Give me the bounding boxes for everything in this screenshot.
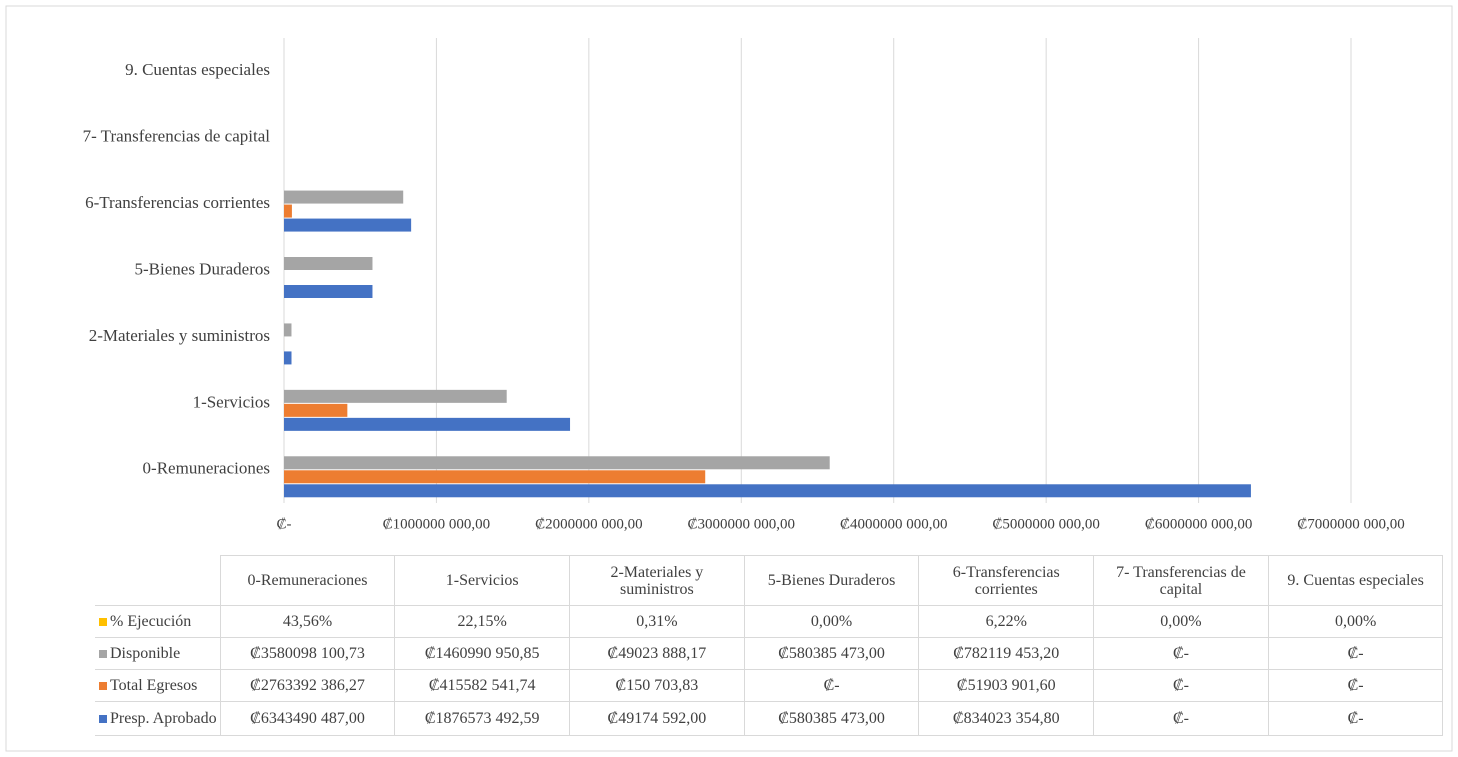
table-row: % Ejecución 43,56% 22,15% 0,31% 0,00% 6,22% 0,… xyxy=(95,605,1444,638)
table-cell: ₡3580098 100,73 xyxy=(219,637,396,670)
bar xyxy=(284,484,1251,498)
table-cell: ₡- xyxy=(1267,669,1444,702)
column-header: 1-Servicios xyxy=(394,555,571,606)
column-header: 6-Transferencias corrientes xyxy=(918,555,1095,606)
table-cell: 0,00% xyxy=(1093,605,1269,638)
table-cell: 22,15% xyxy=(394,605,571,638)
table-cell: 43,56% xyxy=(219,605,396,638)
column-header: 7- Transferencias de capital xyxy=(1093,555,1269,606)
y-tick-label: 6-Transferencias corrientes xyxy=(85,193,270,212)
bar xyxy=(284,389,507,403)
bar xyxy=(284,204,292,218)
table-cell: ₡- xyxy=(1267,637,1444,670)
legend-label: Disponible xyxy=(110,645,181,662)
bar xyxy=(284,403,348,417)
legend-entry: % Ejecución xyxy=(95,605,221,638)
y-tick-label: 5-Bienes Duraderos xyxy=(135,259,271,278)
legend-label: % Ejecución xyxy=(110,613,192,630)
table-cell: ₡580385 473,00 xyxy=(743,701,920,736)
bar xyxy=(284,285,373,298)
legend-key xyxy=(99,715,107,723)
column-header: 9. Cuentas especiales xyxy=(1267,555,1444,606)
table-cell: ₡1876573 492,59 xyxy=(394,701,571,736)
bar xyxy=(284,470,706,484)
table-cell: ₡- xyxy=(743,669,920,702)
table-cell: ₡2763392 386,27 xyxy=(219,669,396,702)
table-cell: 0,00% xyxy=(743,605,920,638)
column-header: 5-Bienes Duraderos xyxy=(743,555,920,606)
table-cell: ₡834023 354,80 xyxy=(918,701,1095,736)
legend-key xyxy=(99,682,107,690)
table-cell: ₡- xyxy=(1267,701,1444,736)
bar xyxy=(284,456,830,470)
table-cell: ₡49023 888,17 xyxy=(569,637,745,670)
table-corner xyxy=(95,555,221,606)
table-cell: ₡6343490 487,00 xyxy=(219,701,396,736)
bar xyxy=(284,351,292,365)
table-cell: ₡49174 592,00 xyxy=(569,701,745,736)
y-tick-label: 0-Remuneraciones xyxy=(143,459,270,478)
table-row: Total Egresos ₡2763392 386,27 ₡415582 541,… xyxy=(95,669,1444,702)
bar xyxy=(284,257,373,270)
legend-label: Total Egresos xyxy=(110,677,198,694)
column-header: 2-Materiales y suministros xyxy=(569,555,745,606)
legend-entry: Disponible xyxy=(95,637,221,670)
legend-key xyxy=(99,650,107,658)
bar xyxy=(284,417,571,431)
y-tick-label: 2-Materiales y suministros xyxy=(89,326,270,345)
table-cell: ₡415582 541,74 xyxy=(394,669,571,702)
table-row: Presp. Aprobado ₡6343490 487,00 ₡1876573 4… xyxy=(95,701,1444,736)
table-cell: ₡- xyxy=(1093,701,1269,736)
table-cell: ₡51903 901,60 xyxy=(918,669,1095,702)
bar xyxy=(284,190,404,204)
x-tick-label: ₡- xyxy=(277,516,292,532)
table-header-row: 0-Remuneraciones 1-Servicios 2-Materiales … xyxy=(95,555,1444,606)
x-tick-label: ₡7000000 000,00 xyxy=(1297,516,1405,532)
x-tick-label: ₡6000000 000,00 xyxy=(1145,516,1253,532)
legend-label: Presp. Aprobado xyxy=(110,710,217,727)
table-cell: ₡- xyxy=(1093,669,1269,702)
x-tick-label: ₡5000000 000,00 xyxy=(992,516,1100,532)
bar xyxy=(284,218,412,232)
table-cell: ₡580385 473,00 xyxy=(743,637,920,670)
table-row: Disponible ₡3580098 100,73 ₡1460990 950,85… xyxy=(95,637,1444,670)
table-cell: ₡- xyxy=(1093,637,1269,670)
data-table: 0-Remuneraciones 1-Servicios 2-Materiales … xyxy=(95,555,1444,736)
table-cell: 0,00% xyxy=(1267,605,1444,638)
legend-entry: Presp. Aprobado xyxy=(95,701,221,736)
table-cell: 6,22% xyxy=(918,605,1095,638)
table-cell: ₡782119 453,20 xyxy=(918,637,1095,670)
legend-key xyxy=(99,618,107,626)
x-tick-label: ₡4000000 000,00 xyxy=(840,516,948,532)
table-cell: ₡150 703,83 xyxy=(569,669,745,702)
legend-entry: Total Egresos xyxy=(95,669,221,702)
y-tick-label: 1-Servicios xyxy=(193,392,270,411)
table-cell: ₡1460990 950,85 xyxy=(394,637,571,670)
table-cell: 0,31% xyxy=(569,605,745,638)
column-header: 0-Remuneraciones xyxy=(219,555,396,606)
x-tick-label: ₡2000000 000,00 xyxy=(535,516,643,532)
y-tick-label: 7- Transferencias de capital xyxy=(83,127,271,146)
bar xyxy=(284,323,292,337)
x-tick-label: ₡1000000 000,00 xyxy=(383,516,491,532)
x-tick-label: ₡3000000 000,00 xyxy=(688,516,796,532)
y-tick-label: 9. Cuentas especiales xyxy=(125,60,270,79)
